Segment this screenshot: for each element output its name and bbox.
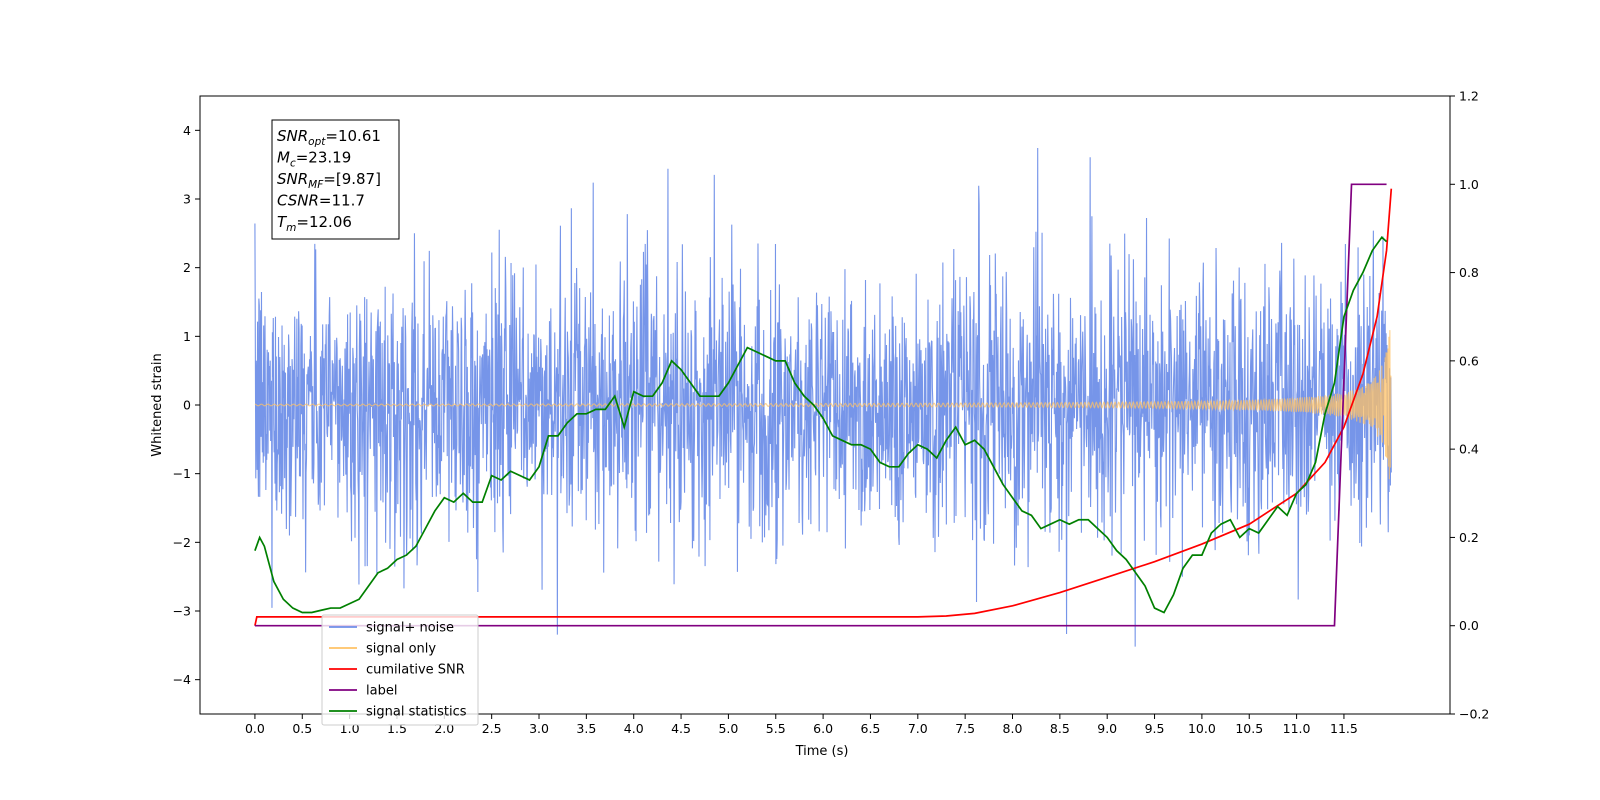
annotation-value: =12.06 — [296, 213, 352, 231]
annotation-line: CSNR=11.7 — [277, 192, 365, 210]
annotation-value: =11.7 — [319, 192, 365, 210]
annotation-symbol: SNR — [277, 170, 308, 188]
annotation-value: =23.19 — [296, 149, 352, 167]
y-tick-label: −4 — [173, 672, 191, 687]
x-tick-label: 8.0 — [1003, 721, 1023, 736]
x-tick-label: 3.0 — [529, 721, 549, 736]
annotation-symbol: SNR — [277, 127, 308, 145]
annotation-line: Mc=23.19 — [277, 149, 351, 170]
x-tick-label: 2.5 — [482, 721, 502, 736]
y2-tick-label: −0.2 — [1459, 707, 1489, 722]
annotation-symbol: T — [277, 213, 288, 231]
legend: signal+ noise signal only cumilative SNR la… — [321, 614, 479, 726]
legend-entry-label: label — [366, 684, 397, 699]
y2-tick-label: 0.6 — [1459, 353, 1479, 368]
annotation-value: =[9.87] — [323, 170, 381, 188]
y-tick-label: −2 — [173, 535, 191, 550]
x-tick-label: 11.5 — [1330, 721, 1358, 736]
y-axis-label: Whitened strain — [150, 353, 165, 456]
annotation-subscript: MF — [308, 179, 324, 191]
x-tick-label: 7.5 — [955, 721, 975, 736]
legend-entry-label: cumilative SNR — [366, 663, 465, 678]
x-tick-label: 5.5 — [766, 721, 786, 736]
series-cumulative-snr — [254, 188, 1393, 626]
y-tick-label: 3 — [183, 192, 191, 207]
x-tick-label: 11.0 — [1283, 721, 1311, 736]
y-tick-label: −1 — [173, 466, 191, 481]
annotation-frame — [271, 119, 400, 240]
annotation-subscript: opt — [308, 136, 326, 148]
annotation-symbol: CSNR — [277, 192, 319, 210]
series-signal-only — [254, 330, 1392, 480]
series-layer — [254, 148, 1393, 647]
annotation-value: =10.61 — [325, 127, 381, 145]
x-tick-label: 5.0 — [718, 721, 738, 736]
y-axis-left: 4 3 2 1 0 −1 −2 −3 −4 — [173, 123, 200, 687]
x-tick-label: 6.5 — [861, 721, 881, 736]
x-tick-label: 6.0 — [813, 721, 833, 736]
legend-entry-label: signal only — [366, 642, 436, 657]
y-tick-label: 2 — [183, 260, 191, 275]
y-tick-label: −3 — [173, 604, 191, 619]
annotation-subscript: m — [286, 222, 296, 234]
x-tick-label: 10.5 — [1235, 721, 1263, 736]
y2-tick-label: 0.2 — [1459, 530, 1479, 545]
legend-frame — [321, 614, 479, 726]
series-signal-noise — [254, 148, 1392, 647]
x-tick-label: 0.0 — [245, 721, 265, 736]
annotation-symbol: M — [277, 149, 290, 167]
x-tick-label: 4.0 — [624, 721, 644, 736]
y-tick-label: 0 — [183, 398, 191, 413]
y2-tick-label: 0.4 — [1459, 442, 1479, 457]
legend-entry-label: signal+ noise — [366, 621, 454, 636]
series-signal-statistics — [254, 235, 1388, 614]
y-tick-label: 1 — [183, 329, 191, 344]
x-tick-label: 8.5 — [1050, 721, 1070, 736]
y2-tick-label: 0.8 — [1459, 265, 1479, 280]
y2-tick-label: 0.0 — [1459, 618, 1479, 633]
x-tick-label: 9.5 — [1145, 721, 1165, 736]
x-tick-label: 4.5 — [671, 721, 691, 736]
x-tick-label: 9.0 — [1097, 721, 1117, 736]
annotation-box: SNRopt=10.61Mc=23.19SNRMF=[9.87]CSNR=11.… — [271, 119, 400, 240]
x-tick-label: 7.0 — [908, 721, 928, 736]
y2-tick-label: 1.2 — [1459, 89, 1479, 104]
y-tick-label: 4 — [183, 123, 191, 138]
x-tick-label: 10.0 — [1188, 721, 1216, 736]
x-axis-label: Time (s) — [795, 744, 849, 759]
series-label — [254, 183, 1387, 627]
annotation-line: Tm=12.06 — [277, 213, 352, 234]
annotation-line: SNRopt=10.61 — [277, 127, 381, 148]
y2-tick-label: 1.0 — [1459, 177, 1479, 192]
annotation-subscript: c — [290, 158, 296, 170]
x-tick-label: 0.5 — [292, 721, 312, 736]
annotation-line: SNRMF=[9.87] — [277, 170, 381, 191]
y-axis-right: 1.2 1.0 0.8 0.6 0.4 0.2 0.0 −0.2 — [1450, 89, 1489, 722]
legend-entry-label: signal statistics — [366, 705, 467, 720]
x-tick-label: 3.5 — [576, 721, 596, 736]
